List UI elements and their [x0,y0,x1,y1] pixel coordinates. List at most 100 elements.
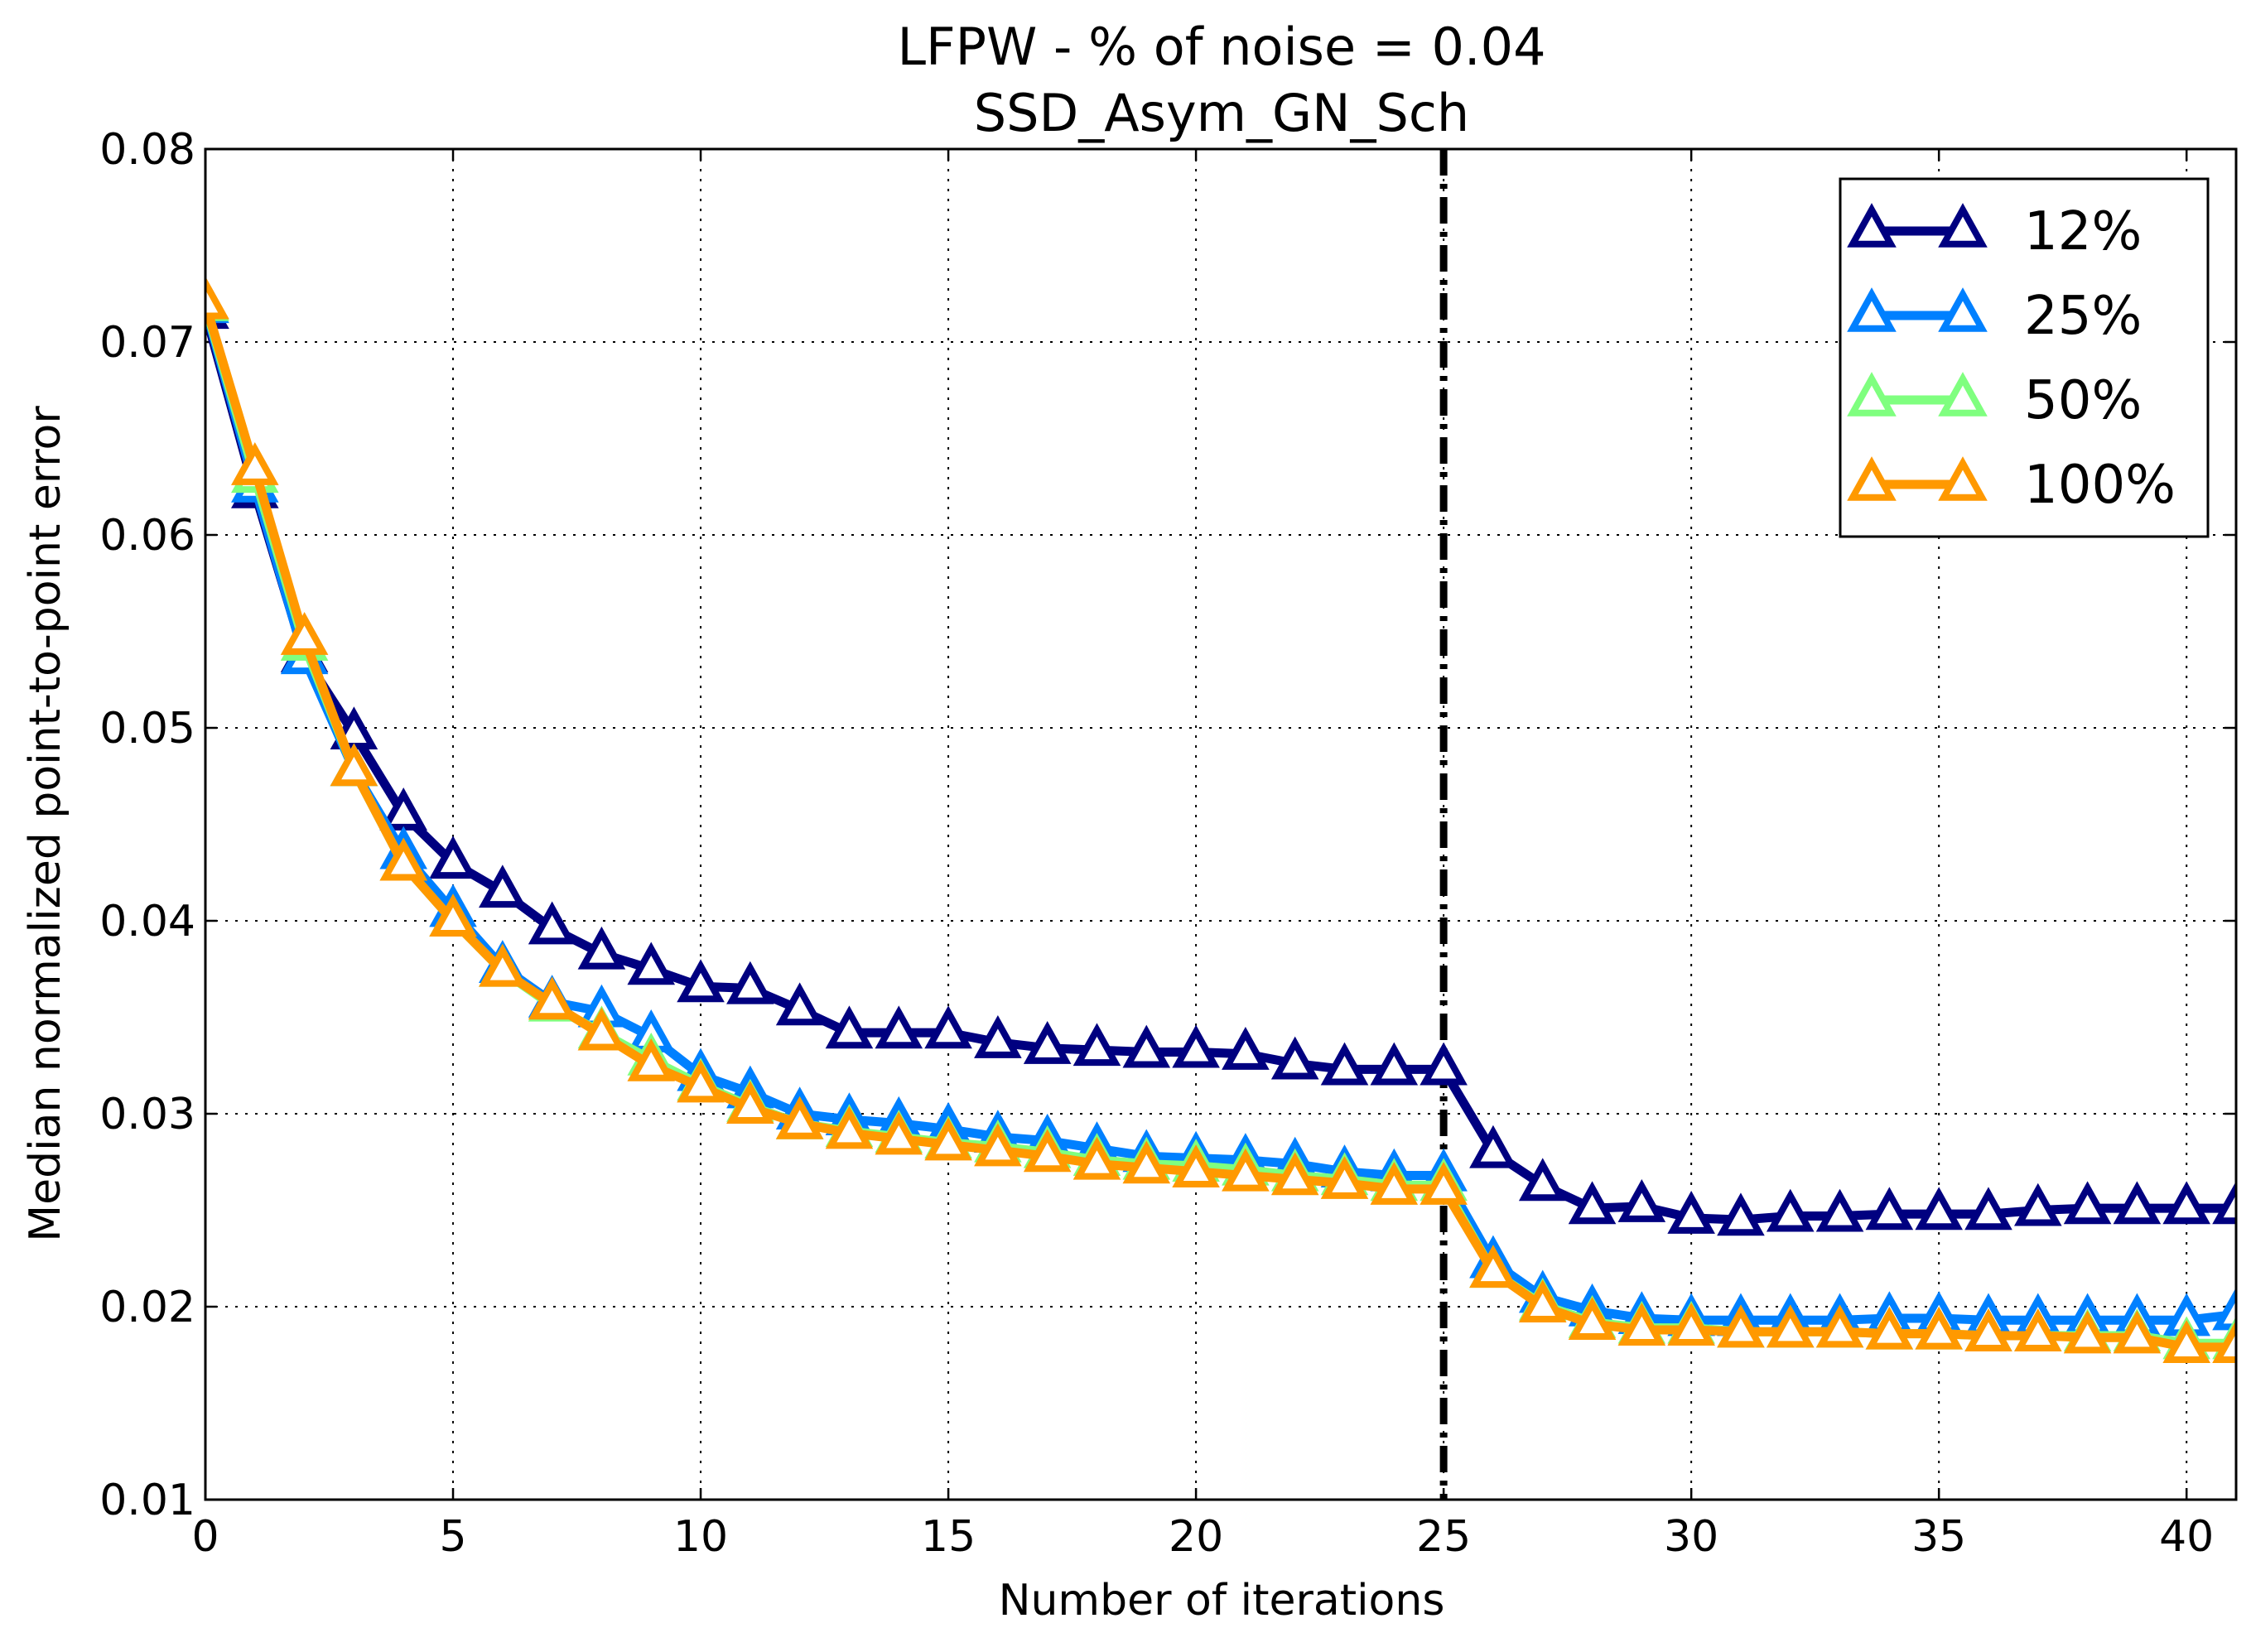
data-point [1270,1036,1319,1080]
y-axis-label: Median normalized point-to-point error [21,406,70,1242]
data-point [1122,1024,1171,1068]
data-point [2113,1181,2162,1225]
data-point [1964,1187,2012,1231]
data-point [677,959,725,1003]
x-tick-label: 30 [1664,1512,1718,1562]
data-point [726,1081,774,1125]
legend-marker [1847,287,1897,332]
data-point [677,1059,725,1103]
data-point [1023,1020,1072,1064]
data-point [1172,1024,1220,1068]
data-point [577,1007,626,1051]
data-point [1072,1136,1121,1180]
data-point [974,1015,1022,1058]
data-point [1964,1308,2012,1351]
data-point [1370,1162,1419,1205]
y-tick-label: 0.07 [99,318,195,368]
x-axis-label: Number of iterations [999,1576,1445,1626]
data-point [974,1123,1022,1167]
data-point [1865,1187,1914,1231]
data-point [627,942,676,985]
data-point [1766,1188,1815,1232]
y-tick-label: 0.02 [99,1283,195,1332]
legend-marker [1938,456,1988,501]
data-point [1717,1192,1765,1236]
data-point [479,943,527,987]
legend-marker [1938,287,1988,332]
y-tick-label: 0.01 [99,1476,195,1525]
legend-marker [1938,372,1988,417]
data-point [1023,1129,1072,1173]
data-point [429,893,477,937]
y-tick-label: 0.05 [99,704,195,754]
data-point [1568,1181,1617,1225]
legend: 12% 25% 50% 100% [1839,177,2210,538]
data-point [1766,1304,1815,1348]
data-point [875,1111,923,1155]
series-layer [205,276,2236,1363]
data-point [1518,1279,1567,1323]
data-point [825,1005,874,1049]
data-point [379,837,428,881]
legend-marker [1847,203,1897,248]
data-point [1865,1306,1914,1350]
x-tick-label: 25 [1416,1512,1471,1562]
data-point [1320,1156,1369,1199]
x-tick-label: 10 [673,1512,728,1562]
y-tick-label: 0.04 [99,897,195,946]
legend-marker [1847,372,1897,417]
data-point [1072,1023,1121,1067]
data-point [1617,1303,1666,1346]
series-12pct [205,286,2236,1236]
data-point [2063,1181,2112,1225]
data-point [924,1117,972,1161]
data-point [2162,1320,2210,1363]
data-point [528,901,576,945]
x-tick-label: 5 [439,1512,466,1562]
y-tick-label: 0.03 [99,1090,195,1139]
data-point [1915,1306,1963,1350]
data-point [1667,1191,1715,1234]
chart-title: LFPW - % of noise = 0.04 [897,17,1545,77]
data-point [1222,1026,1270,1070]
data-point [1617,1179,1666,1222]
data-point [2212,1287,2236,1331]
data-point [280,612,329,655]
data-point [479,865,527,908]
data-point [330,743,378,787]
data-point [875,1005,923,1049]
x-tick-label: 40 [2159,1512,2214,1562]
y-tick-label: 0.06 [99,511,195,561]
legend-label: 100% [2024,455,2176,516]
data-point [1222,1148,1270,1192]
data-point [1270,1152,1319,1196]
data-point [1469,1245,1517,1288]
x-tick-label: 0 [191,1512,219,1562]
data-point [1172,1144,1220,1187]
data-point [1568,1297,1617,1341]
series-100pct [205,276,2236,1363]
x-tick-label: 35 [1911,1512,1966,1562]
data-point [825,1105,874,1149]
data-point [1815,1304,1864,1348]
x-tick-label: 15 [921,1512,976,1562]
plot-frame [204,147,2238,1501]
data-point [2212,1181,2236,1225]
data-point [1518,1158,1567,1202]
data-point [231,441,279,485]
data-point [1667,1303,1715,1346]
data-point [1815,1188,1864,1232]
legend-box [1839,177,2210,538]
data-point [627,1038,676,1081]
data-point [1469,1125,1517,1168]
data-point [1320,1042,1369,1086]
data-point [726,961,774,1004]
data-point [2212,1320,2236,1363]
y-tick-label: 0.08 [99,125,195,175]
data-point [2013,1182,2062,1226]
data-point [2063,1310,2112,1354]
legend-label: 25% [2024,286,2142,347]
data-point [1915,1187,1963,1231]
legend-marker [1938,203,1988,248]
